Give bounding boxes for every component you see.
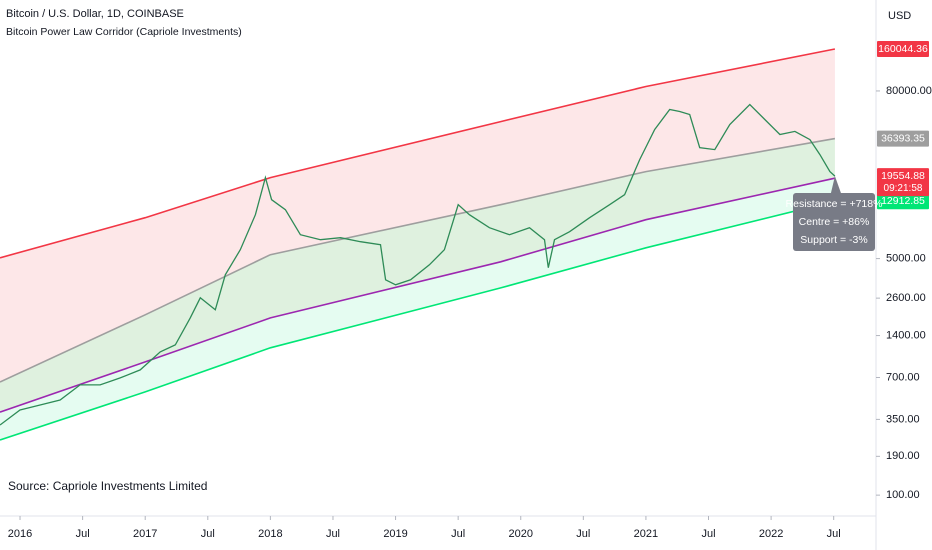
y-tick-label: 700.00	[886, 371, 920, 383]
x-tick-label: 2016	[8, 528, 32, 540]
x-tick-label: 2021	[634, 528, 658, 540]
y-tick-label: 5000.00	[886, 252, 926, 264]
x-tick-label: Jul	[326, 528, 340, 540]
y-tick-label: 350.00	[886, 413, 920, 425]
x-tick-label: 2018	[258, 528, 282, 540]
price-line	[0, 103, 836, 426]
last-value-label: 12912.85	[881, 195, 925, 207]
y-tick-label: 190.00	[886, 450, 920, 462]
last-value-badge	[877, 41, 929, 58]
tooltip-text: Resistance = +718%	[786, 198, 883, 210]
corridor-line	[0, 48, 836, 259]
plot-area	[0, 48, 836, 441]
countdown: 09:21:58	[884, 183, 923, 194]
x-tick-label: Jul	[701, 528, 715, 540]
tooltip-box	[793, 193, 875, 251]
corridor-line	[0, 200, 836, 441]
tooltip-text: Support = -3%	[800, 234, 867, 246]
tooltip-pointer	[830, 176, 841, 193]
x-tick-label: Jul	[451, 528, 465, 540]
y-tick-label: 80000.00	[886, 85, 932, 97]
last-value-badge	[877, 168, 929, 197]
source: Source: Capriole Investments Limited	[8, 479, 207, 493]
chart-subtitle: Bitcoin Power Law Corridor (Capriole Inv…	[6, 26, 242, 38]
last-value-label: 36393.35	[881, 132, 925, 144]
x-tick-label: Jul	[576, 528, 590, 540]
x-tick-label: 2022	[759, 528, 783, 540]
y-axis-label: USD	[888, 10, 911, 22]
tooltip-text: Centre = +86%	[799, 216, 870, 228]
last-value-label: 19554.88	[881, 170, 925, 182]
x-tick-label: Jul	[827, 528, 841, 540]
x-tick-label: 2019	[383, 528, 407, 540]
chart-title: Bitcoin / U.S. Dollar, 1D, COINBASE	[6, 8, 184, 20]
band-fill	[0, 49, 835, 382]
x-tick-label: Jul	[76, 528, 90, 540]
y-tick-label: 2600.00	[886, 292, 926, 304]
last-value-badge	[877, 193, 929, 210]
last-value-badge	[877, 130, 929, 147]
x-tick-label: 2017	[133, 528, 157, 540]
band-fill	[0, 138, 835, 413]
x-tick-label: Jul	[201, 528, 215, 540]
last-value-label: 160044.36	[878, 43, 928, 55]
corridor-line	[0, 137, 836, 383]
y-tick-label: 100.00	[886, 489, 920, 501]
corridor-line	[0, 177, 836, 413]
y-tick-label: 1400.00	[886, 329, 926, 341]
x-tick-label: 2020	[509, 528, 533, 540]
